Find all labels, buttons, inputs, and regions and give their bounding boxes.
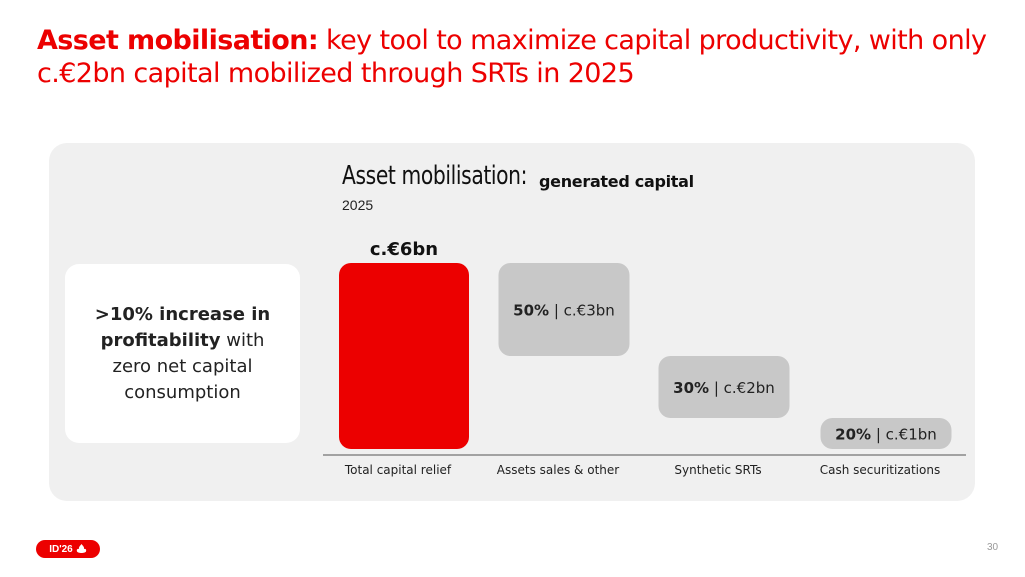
- category-label: Cash securitizations: [820, 463, 940, 477]
- page-title: Asset mobilisation: key tool to maximize…: [37, 24, 997, 90]
- bar-3: [820, 418, 952, 449]
- chart-title: Asset mobilisation:: [342, 161, 528, 191]
- event-badge: ID'26: [36, 540, 100, 558]
- bar-value-label: 20% | c.€1bn: [835, 426, 937, 444]
- flame-icon: [76, 544, 86, 553]
- chart-period: 2025: [342, 197, 374, 213]
- bar-value-label: 30% | c.€2bn: [673, 379, 775, 397]
- bar-total-label: c.€6bn: [370, 239, 438, 260]
- page-title-rest: key tool to maximize capital productivit…: [37, 25, 987, 89]
- page-number: 30: [987, 542, 999, 553]
- callout-bold-text: >10% increase in profitability: [94, 303, 271, 351]
- chart-subtitle: generated capital: [539, 172, 694, 191]
- bar-2: [658, 356, 790, 418]
- category-label: Assets sales & other: [497, 463, 619, 477]
- event-badge-label: ID'26: [49, 543, 73, 555]
- bar-value-label: 50% | c.€3bn: [513, 302, 615, 320]
- category-label: Total capital relief: [344, 463, 452, 477]
- profitability-callout: >10% increase in profitability with zero…: [65, 264, 300, 443]
- callout-text: with zero net capital consumption: [112, 329, 265, 403]
- bar-0: [339, 263, 469, 449]
- bar-1: [498, 263, 630, 356]
- page-title-bold: Asset mobilisation:: [37, 25, 319, 56]
- category-label: Synthetic SRTs: [674, 463, 761, 477]
